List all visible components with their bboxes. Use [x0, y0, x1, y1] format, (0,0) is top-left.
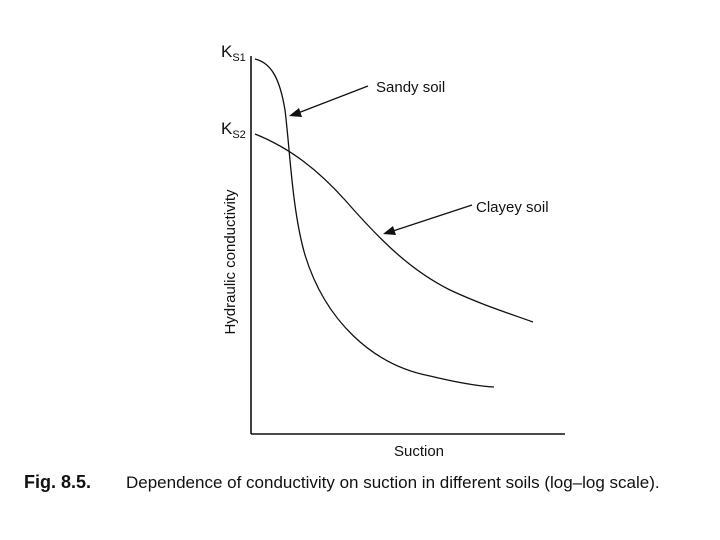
figure-caption: Fig. 8.5. Dependence of conductivity on …	[24, 472, 660, 492]
y-axis-label: Hydraulic conductivity	[222, 189, 239, 335]
sandy-soil-arrow	[297, 85, 369, 114]
x-axis-label: Suction	[394, 443, 444, 460]
sandy-soil-arrowhead	[289, 108, 302, 117]
ks2-label: KS2	[221, 119, 246, 141]
ks1-label: KS1	[221, 42, 246, 64]
sandy-soil-curve	[254, 58, 495, 388]
clayey-soil-arrow	[392, 204, 473, 232]
caption-text: Dependence of conductivity on suction in…	[126, 473, 660, 492]
sandy-soil-label: Sandy soil	[376, 79, 445, 96]
figure-number: Fig. 8.5.	[24, 472, 91, 492]
clayey-soil-label: Clayey soil	[476, 199, 549, 216]
clayey-soil-arrowhead	[383, 226, 396, 235]
clayey-soil-curve	[254, 133, 534, 323]
